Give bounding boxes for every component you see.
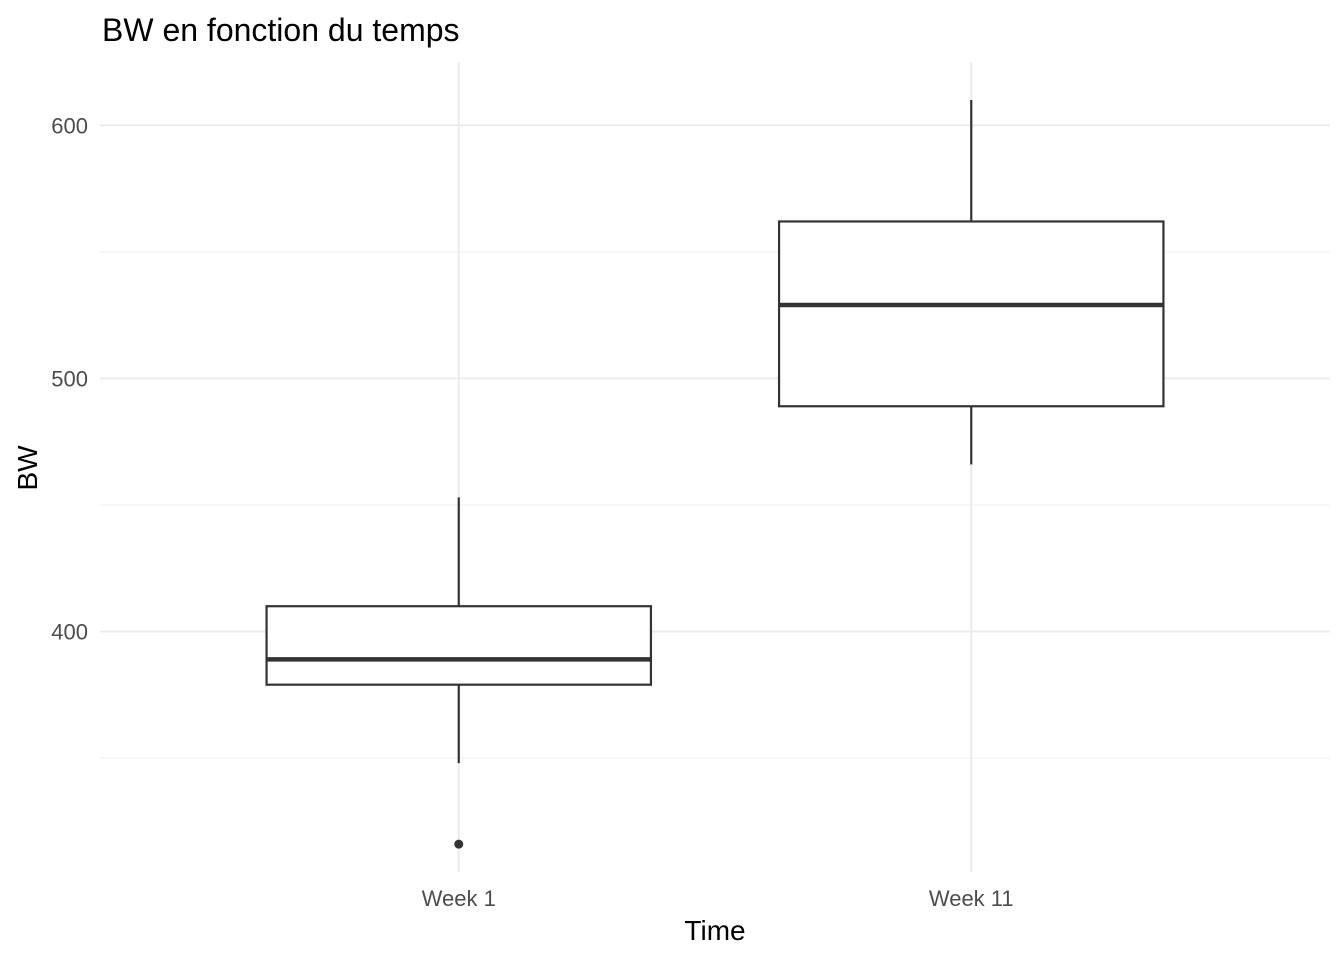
y-tick-label: 500 [51,366,88,391]
x-tick-label: Week 1 [422,886,496,911]
y-axis-title: BW [12,445,43,491]
chart-title: BW en fonction du temps [102,12,460,48]
box-week-11 [777,99,1165,465]
outlier-point [454,839,464,849]
x-tick-label: Week 11 [929,886,1014,911]
box-week-1 [265,497,653,849]
x-axis-ticks: Week 1 Week 11 [422,886,1014,911]
y-tick-label: 400 [51,620,88,645]
y-axis-ticks: 400 500 600 [51,113,88,644]
grid [100,62,1330,872]
y-tick-label: 600 [51,113,88,138]
iqr-box [265,605,653,686]
iqr-box [777,220,1165,408]
x-axis-title: Time [684,915,745,946]
boxes [265,99,1165,849]
